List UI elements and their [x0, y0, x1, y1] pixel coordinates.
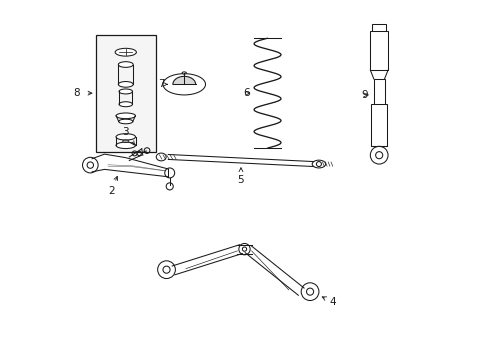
Polygon shape: [173, 76, 195, 84]
Text: 9: 9: [361, 90, 367, 100]
Text: 7: 7: [158, 79, 167, 89]
Bar: [373, 79, 384, 114]
Ellipse shape: [311, 160, 325, 168]
Text: 8: 8: [73, 88, 79, 98]
Ellipse shape: [118, 62, 133, 67]
Ellipse shape: [118, 81, 133, 87]
Bar: [369, 31, 387, 70]
Text: 5: 5: [237, 168, 244, 185]
Ellipse shape: [156, 153, 166, 161]
Text: 4: 4: [322, 297, 336, 307]
Text: 6: 6: [243, 88, 249, 98]
Ellipse shape: [116, 142, 135, 149]
Ellipse shape: [163, 74, 205, 95]
Text: 3: 3: [122, 127, 134, 145]
Ellipse shape: [119, 102, 132, 107]
Ellipse shape: [182, 72, 186, 74]
Ellipse shape: [119, 119, 133, 124]
Bar: [371, 24, 386, 33]
Text: 2: 2: [108, 176, 118, 195]
Ellipse shape: [116, 113, 135, 119]
Ellipse shape: [115, 48, 136, 56]
Ellipse shape: [119, 89, 132, 94]
Bar: [370, 104, 386, 146]
Ellipse shape: [116, 134, 135, 140]
Bar: [96, 35, 156, 152]
